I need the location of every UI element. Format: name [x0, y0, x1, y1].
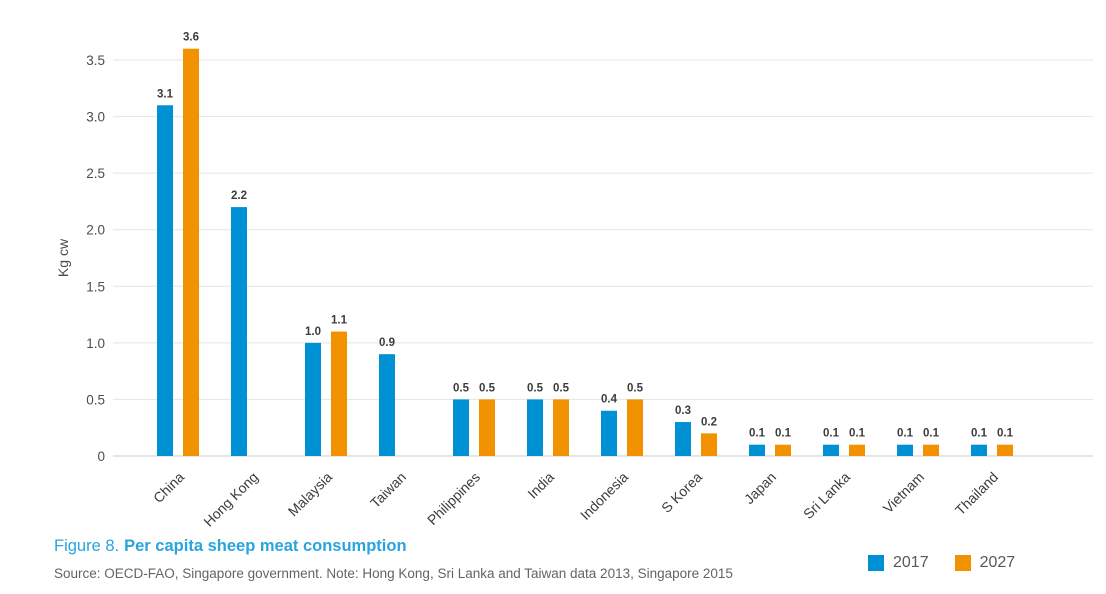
- x-label-S-Korea: S Korea: [658, 469, 705, 516]
- x-label-China: China: [150, 469, 187, 506]
- y-tick-label: 0: [97, 449, 105, 464]
- x-label-Taiwan: Taiwan: [367, 469, 409, 511]
- x-label-Sri-Lanka: Sri Lanka: [800, 469, 853, 522]
- bar-2027-Vietnam: [923, 444, 939, 456]
- bar-value-label: 1.0: [305, 326, 321, 338]
- y-tick-label: 3.5: [86, 53, 105, 68]
- bar-value-label: 0.3: [675, 405, 691, 417]
- legend-item-2017: 2017: [868, 554, 929, 572]
- x-label-Japan: Japan: [741, 469, 779, 507]
- bar-value-label: 3.6: [183, 32, 199, 44]
- bar-value-label: 0.4: [601, 394, 618, 406]
- x-label-Philippines: Philippines: [424, 469, 483, 528]
- bar-value-label: 0.5: [527, 382, 544, 394]
- bar-value-label: 0.1: [923, 428, 940, 440]
- x-label-India: India: [524, 469, 557, 502]
- bar-value-label: 3.1: [157, 88, 174, 100]
- y-tick-label: 1.0: [86, 336, 105, 351]
- figure-caption-title: Per capita sheep meat consumption: [124, 537, 407, 555]
- bar-value-label: 0.5: [627, 382, 644, 394]
- bar-2027-Sri-Lanka: [849, 444, 865, 456]
- x-label-Vietnam: Vietnam: [880, 469, 927, 516]
- y-axis-label: Kg cw: [55, 238, 71, 277]
- legend-swatch-2027-icon: [954, 555, 971, 571]
- bar-2027-S-Korea: [701, 433, 717, 456]
- bar-value-label: 0.1: [971, 428, 988, 440]
- bar-2017-Philippines: [453, 399, 469, 456]
- y-tick-label: 1.5: [86, 279, 105, 294]
- bar-2017-Taiwan: [379, 354, 395, 456]
- bar-2017-Vietnam: [897, 444, 913, 456]
- bar-2027-Thailand: [997, 444, 1013, 456]
- figure-caption: Figure 8. Per capita sheep meat consumpti…: [54, 537, 407, 556]
- bar-2027-India: [553, 399, 569, 456]
- bar-value-label: 2.2: [231, 190, 247, 202]
- bar-2027-Japan: [775, 444, 791, 456]
- y-tick-label: 3.0: [86, 110, 105, 125]
- x-label-Indonesia: Indonesia: [577, 469, 631, 523]
- bar-value-label: 0.5: [553, 382, 570, 394]
- bar-value-label: 0.1: [997, 428, 1014, 440]
- x-label-Malaysia: Malaysia: [285, 469, 336, 520]
- legend-item-2027: 2027: [954, 554, 1016, 572]
- source-note: Source: OECD-FAO, Singapore government. …: [54, 566, 733, 581]
- bar-value-label: 0.1: [775, 428, 792, 440]
- bar-value-label: 0.1: [897, 428, 914, 440]
- bar-value-label: 0.1: [823, 428, 840, 440]
- bar-value-label: 0.5: [453, 382, 470, 394]
- bar-2017-China: [157, 105, 173, 457]
- figure-caption-prefix: Figure 8.: [54, 537, 120, 555]
- legend-label-2027: 2027: [979, 554, 1016, 571]
- bar-value-label: 0.9: [379, 337, 395, 349]
- bar-2027-Indonesia: [627, 399, 643, 456]
- bar-value-label: 0.5: [479, 382, 496, 394]
- bar-2017-Thailand: [971, 444, 987, 456]
- bar-2027-Malaysia: [331, 331, 347, 456]
- bar-2017-Hong-Kong: [231, 207, 247, 456]
- bar-value-label: 1.1: [331, 315, 348, 327]
- x-label-Thailand: Thailand: [952, 469, 1001, 518]
- bar-2017-S-Korea: [675, 422, 691, 456]
- bar-2027-Philippines: [479, 399, 495, 456]
- bar-value-label: 0.2: [701, 416, 717, 428]
- chart-legend: 2017 2027: [868, 554, 1015, 572]
- legend-label-2017: 2017: [893, 554, 929, 571]
- per-capita-sheep-meat-bar-chart: Kg cw 0 0.5 1.0 1.5 2.0 2.5 3.0 3.5 3.1 3.6 China 2…: [55, 32, 1093, 530]
- bar-value-label: 0.1: [749, 428, 766, 440]
- y-tick-label: 2.5: [86, 166, 105, 181]
- y-tick-label: 2.0: [86, 223, 105, 238]
- bar-2027-China: [183, 48, 199, 457]
- bar-2017-India: [527, 399, 543, 456]
- y-tick-label: 0.5: [86, 392, 105, 407]
- bar-2017-Japan: [749, 444, 765, 456]
- bar-2017-Sri-Lanka: [823, 444, 839, 456]
- bar-2017-Indonesia: [601, 410, 617, 456]
- bar-2017-Malaysia: [305, 342, 321, 456]
- legend-swatch-2017-icon: [868, 555, 884, 571]
- x-label-Hong-Kong: Hong Kong: [200, 469, 261, 530]
- bar-value-label: 0.1: [849, 428, 866, 440]
